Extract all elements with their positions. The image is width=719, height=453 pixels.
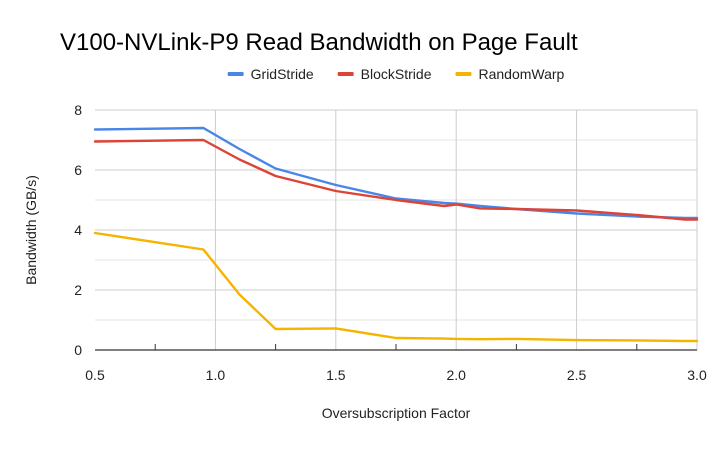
legend-swatch-gridstride bbox=[227, 72, 244, 76]
legend-label-gridstride: GridStride bbox=[251, 66, 314, 82]
legend-label-randomwarp: RandomWarp bbox=[478, 66, 564, 82]
x-tick-label: 0.5 bbox=[85, 367, 105, 383]
series-layer bbox=[93, 126, 699, 343]
series-line-gridstride bbox=[93, 126, 699, 220]
legend-swatch-randomwarp bbox=[455, 72, 472, 76]
y-tick-label: 4 bbox=[74, 222, 82, 238]
chart-title: V100-NVLink-P9 Read Bandwidth on Page Fa… bbox=[60, 29, 578, 56]
y-axis-label: Bandwidth (GB/s) bbox=[23, 175, 39, 285]
x-tick-label: 1.5 bbox=[326, 367, 346, 383]
y-tick-label: 6 bbox=[74, 162, 82, 178]
y-tick-label: 2 bbox=[74, 282, 82, 298]
x-tick-label: 2.0 bbox=[446, 367, 466, 383]
series-line-randomwarp bbox=[93, 231, 699, 343]
y-tick-label: 0 bbox=[74, 342, 82, 358]
y-tick-label: 8 bbox=[74, 102, 82, 118]
x-tick-label: 1.0 bbox=[206, 367, 226, 383]
grid bbox=[95, 109, 698, 350]
series-line-blockstride bbox=[93, 138, 699, 221]
x-axis-label: Oversubscription Factor bbox=[322, 405, 471, 421]
x-tick-label: 3.0 bbox=[687, 367, 707, 383]
legend-label-blockstride: BlockStride bbox=[361, 66, 432, 82]
axes: 0 2 4 6 8 0.5 1.0 1.5 2.0 2.5 3.0 bbox=[74, 102, 707, 383]
x-tick-label: 2.5 bbox=[567, 367, 587, 383]
legend: GridStride BlockStride RandomWarp bbox=[227, 66, 565, 82]
legend-swatch-blockstride bbox=[337, 72, 354, 76]
